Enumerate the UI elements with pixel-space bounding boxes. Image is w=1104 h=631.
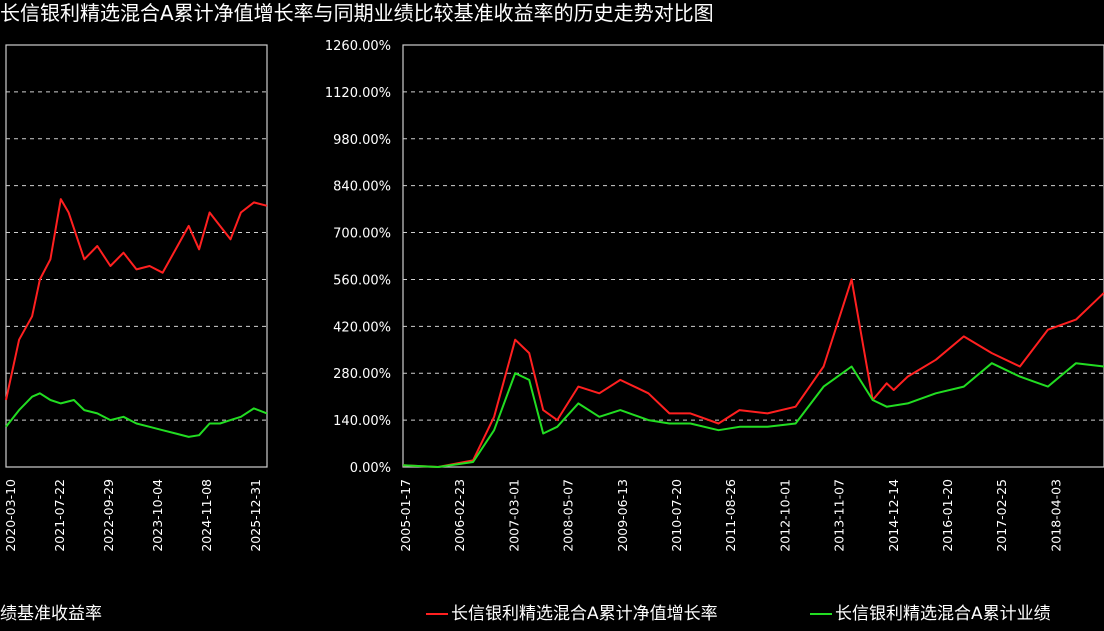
legend-item-benchmark: 长信银利精选混合A累计业绩 (810, 600, 1051, 628)
x-tick-label: 2017-02-25 (994, 479, 1009, 552)
x-tick-label: 2016-01-20 (940, 479, 955, 552)
right-plot-frame (402, 44, 1104, 468)
legend: 绩基准收益率 长信银利精选混合A累计净值增长率 长信银利精选混合A累计业绩 (0, 600, 1104, 628)
y-tick-label: 700.00% (333, 227, 391, 242)
chart-title: 长信银利精选混合A累计净值增长率与同期业绩比较基准收益率的历史走势对比图 (0, 1, 714, 25)
x-tick-label: 2011-08-26 (723, 479, 738, 552)
right-chart-panel: 1260.00% 1120.00% 980.00% 840.00% 700.00% 560… (325, 39, 1104, 552)
legend-item-nav-growth: 长信银利精选混合A累计净值增长率 (426, 600, 718, 628)
y-tick-label: 420.00% (333, 320, 391, 335)
y-tick-label: 140.00% (333, 414, 391, 429)
x-tick-label: 2009-06-13 (615, 479, 630, 552)
x-tick-label: 2013-11-07 (832, 479, 847, 552)
y-tick-label: 1260.00% (325, 39, 391, 54)
y-tick-label: 980.00% (333, 133, 391, 148)
x-tick-label: 2012-10-01 (777, 479, 792, 552)
right-series-line-0 (402, 278, 1104, 468)
right-series-line-1 (402, 362, 1104, 468)
x-tick-label: 2005-01-17 (398, 479, 413, 552)
legend-label-nav-growth: 长信银利精选混合A累计净值增长率 (451, 604, 718, 624)
x-tick-label: 2018-04-03 (1048, 479, 1063, 552)
legend-swatch-red (426, 613, 448, 615)
x-tick-label: 2022-09-29 (101, 479, 116, 552)
x-tick-label: 2020-03-10 (3, 479, 18, 552)
left-chart-panel: 2020-03-10 2021-07-22 2022-09-29 2023-10-04… (3, 44, 268, 552)
y-tick-label: 1120.00% (325, 86, 391, 101)
left-series-line-1 (5, 392, 268, 438)
x-tick-label: 2007-03-01 (506, 479, 521, 552)
y-tick-label: 560.00% (333, 273, 391, 288)
left-plot-frame (5, 44, 268, 468)
x-tick-label: 2010-07-20 (669, 479, 684, 552)
y-tick-label: 840.00% (333, 180, 391, 195)
x-tick-label: 2014-12-14 (886, 479, 901, 552)
legend-label-benchmark: 长信银利精选混合A累计业绩 (835, 604, 1051, 624)
y-tick-label: 280.00% (333, 367, 391, 382)
x-tick-label: 2008-05-07 (561, 479, 576, 552)
x-tick-label: 2006-02-23 (452, 479, 467, 552)
legend-fragment-left: 绩基准收益率 (0, 604, 102, 624)
legend-swatch-green (810, 613, 832, 615)
x-tick-label: 2021-07-22 (52, 479, 67, 552)
x-tick-label: 2024-11-08 (199, 479, 214, 552)
y-tick-label: 0.00% (350, 461, 391, 476)
x-tick-label: 2019-05-10 (1103, 479, 1104, 552)
x-tick-label: 2023-10-04 (150, 479, 165, 552)
x-tick-label: 2025-12-31 (248, 479, 263, 552)
left-series-line-0 (5, 198, 268, 401)
